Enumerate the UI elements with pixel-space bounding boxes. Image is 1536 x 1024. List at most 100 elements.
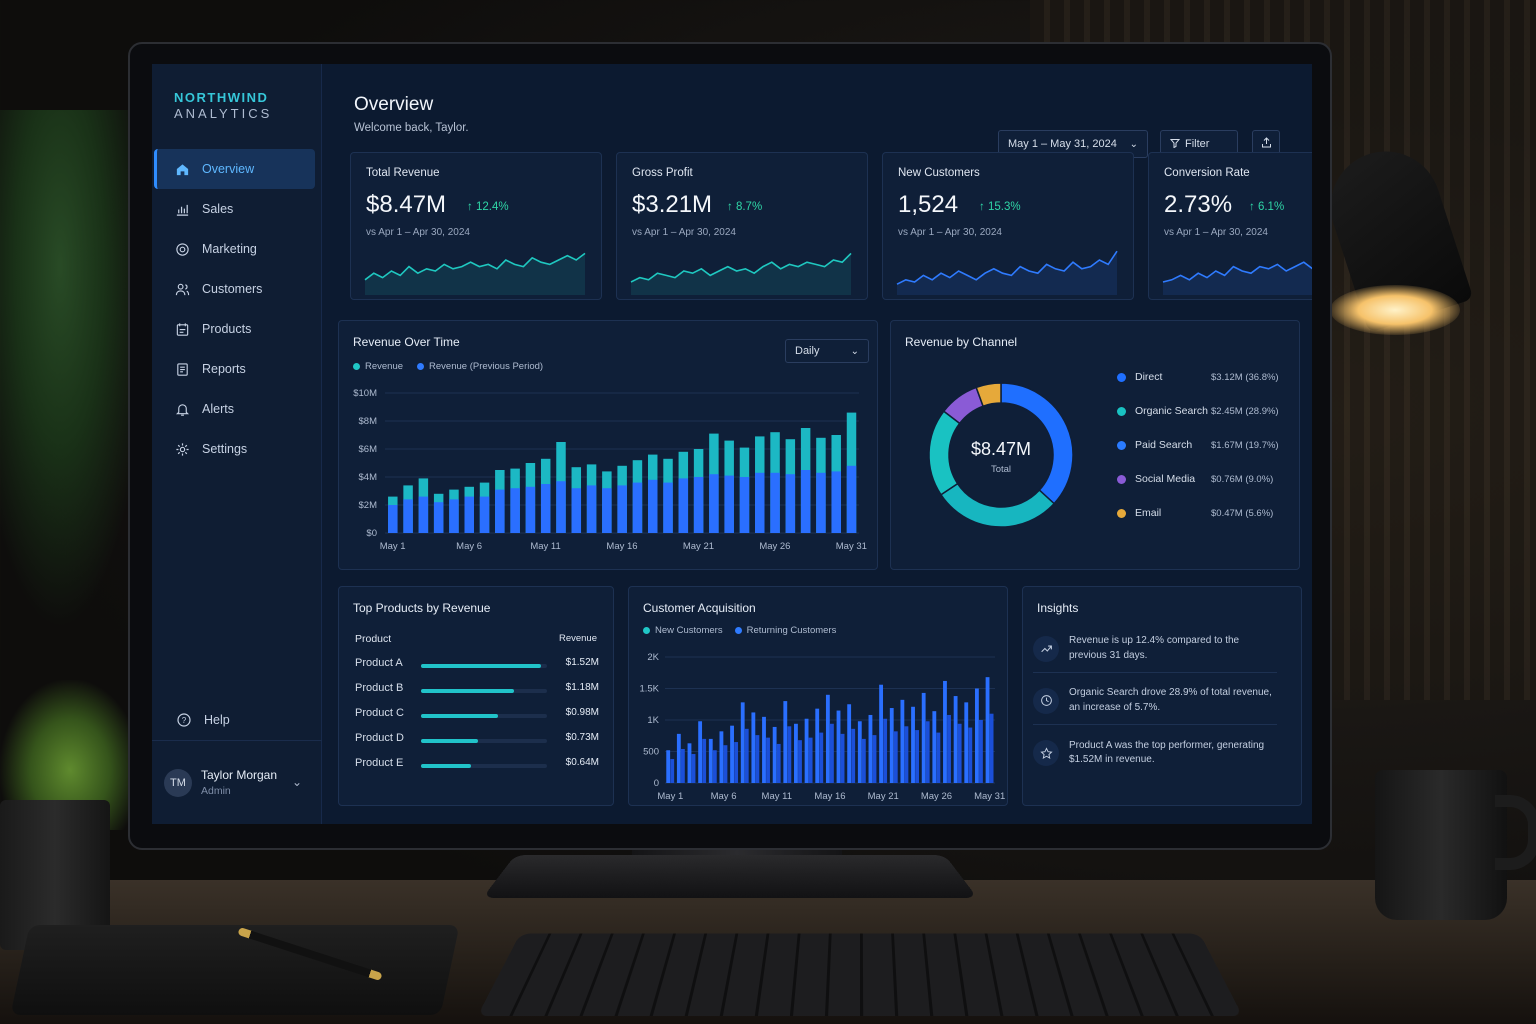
returning-customers-bar[interactable] — [691, 754, 696, 783]
previous-period-bar[interactable] — [647, 479, 658, 533]
new-customers-bar[interactable] — [698, 721, 703, 783]
previous-period-bar[interactable] — [464, 496, 474, 533]
returning-customers-bar[interactable] — [883, 718, 888, 783]
export-button[interactable] — [1252, 130, 1280, 158]
new-customers-bar[interactable] — [825, 694, 830, 783]
previous-period-bar[interactable] — [418, 496, 429, 533]
product-row[interactable]: Product D $0.73M — [355, 732, 599, 752]
new-customers-bar[interactable] — [804, 718, 809, 783]
returning-customers-bar[interactable] — [670, 759, 675, 783]
sidebar-item-products[interactable]: Products — [154, 309, 315, 349]
new-customers-bar[interactable] — [932, 711, 937, 783]
returning-customers-bar[interactable] — [872, 735, 877, 783]
returning-customers-bar[interactable] — [851, 728, 856, 783]
previous-period-bar[interactable] — [525, 486, 536, 533]
returning-customers-bar[interactable] — [734, 742, 739, 783]
previous-period-bar[interactable] — [724, 475, 734, 533]
returning-customers-bar[interactable] — [989, 713, 994, 783]
previous-period-bar[interactable] — [586, 485, 597, 533]
new-customers-bar[interactable] — [879, 684, 884, 783]
new-customers-bar[interactable] — [911, 706, 915, 783]
returning-customers-bar[interactable] — [744, 728, 749, 783]
new-customers-bar[interactable] — [943, 680, 947, 783]
returning-customers-bar[interactable] — [936, 732, 941, 783]
insight-item[interactable]: Revenue is up 12.4% compared to the prev… — [1033, 625, 1277, 673]
insight-item[interactable]: Organic Search drove 28.9% of total reve… — [1033, 677, 1277, 725]
new-customers-bar[interactable] — [666, 750, 671, 783]
sidebar-item-customers[interactable]: Customers — [154, 269, 315, 309]
previous-period-bar[interactable] — [510, 488, 520, 533]
returning-customers-bar[interactable] — [979, 720, 983, 783]
granularity-select[interactable]: Daily ⌄ — [785, 339, 869, 363]
sidebar-item-overview[interactable]: Overview — [154, 149, 315, 189]
new-customers-bar[interactable] — [708, 738, 713, 783]
previous-period-bar[interactable] — [800, 470, 811, 533]
returning-customers-bar[interactable] — [712, 750, 717, 783]
new-customers-bar[interactable] — [676, 733, 681, 783]
previous-period-bar[interactable] — [388, 505, 398, 533]
sidebar-item-alerts[interactable]: Alerts — [154, 389, 315, 429]
returning-customers-bar[interactable] — [819, 732, 824, 783]
new-customers-bar[interactable] — [740, 702, 745, 783]
sidebar-item-marketing[interactable]: Marketing — [154, 229, 315, 269]
product-row[interactable]: Product B $1.18M — [355, 682, 599, 702]
returning-customers-bar[interactable] — [702, 738, 707, 783]
returning-customers-bar[interactable] — [808, 737, 813, 783]
returning-customers-bar[interactable] — [915, 730, 919, 783]
new-customers-bar[interactable] — [730, 725, 734, 783]
returning-customers-bar[interactable] — [798, 740, 802, 783]
previous-period-bar[interactable] — [831, 471, 841, 533]
returning-customers-bar[interactable] — [893, 731, 898, 783]
kpi-card[interactable]: Total Revenue $8.47M ↑ 12.4% vs Apr 1 – Apr… — [350, 152, 602, 300]
previous-period-bar[interactable] — [739, 477, 750, 533]
new-customers-bar[interactable] — [985, 677, 990, 783]
returning-customers-bar[interactable] — [840, 733, 845, 783]
channel-legend-item[interactable]: Organic Search — [1117, 405, 1277, 417]
new-customers-bar[interactable] — [772, 726, 777, 783]
new-customers-bar[interactable] — [868, 714, 873, 783]
new-customers-bar[interactable] — [836, 710, 841, 783]
previous-period-bar[interactable] — [755, 472, 765, 533]
returning-customers-bar[interactable] — [957, 723, 962, 783]
brand-logo[interactable]: NORTHWIND ANALYTICS — [152, 64, 321, 121]
product-row[interactable]: Product C $0.98M — [355, 707, 599, 727]
previous-period-bar[interactable] — [709, 474, 719, 533]
previous-period-bar[interactable] — [449, 499, 459, 533]
previous-period-bar[interactable] — [571, 488, 582, 533]
returning-customers-bar[interactable] — [755, 735, 760, 783]
new-customers-bar[interactable] — [794, 723, 798, 783]
previous-period-bar[interactable] — [602, 488, 612, 533]
user-profile[interactable]: TM Taylor Morgan Admin ⌄ — [152, 740, 322, 824]
previous-period-bar[interactable] — [403, 499, 413, 533]
previous-period-bar[interactable] — [678, 478, 689, 533]
kpi-card[interactable]: Conversion Rate 2.73% ↑ 6.1% vs Apr 1 – Apr… — [1148, 152, 1312, 300]
chevron-down-icon[interactable]: ⌄ — [291, 775, 302, 789]
returning-customers-bar[interactable] — [723, 745, 728, 783]
insight-item[interactable]: Product A was the top performer, generat… — [1033, 729, 1277, 777]
new-customers-bar[interactable] — [762, 716, 766, 783]
returning-customers-bar[interactable] — [830, 723, 834, 783]
returning-customers-bar[interactable] — [861, 738, 866, 783]
donut-slice-organic-search[interactable] — [939, 482, 1056, 528]
product-row[interactable]: Product A $1.52M — [355, 657, 599, 677]
sidebar-item-reports[interactable]: Reports — [154, 349, 315, 389]
new-customers-bar[interactable] — [964, 702, 969, 783]
previous-period-bar[interactable] — [785, 474, 796, 533]
channel-legend-item[interactable]: Direct — [1117, 371, 1277, 383]
previous-period-bar[interactable] — [556, 481, 566, 533]
previous-period-bar[interactable] — [846, 465, 857, 533]
new-customers-bar[interactable] — [847, 704, 852, 783]
previous-period-bar[interactable] — [617, 485, 627, 533]
returning-customers-bar[interactable] — [680, 748, 685, 783]
previous-period-bar[interactable] — [770, 472, 780, 533]
new-customers-bar[interactable] — [751, 712, 756, 783]
channel-legend-item[interactable]: Social Media — [1117, 473, 1277, 485]
previous-period-bar[interactable] — [433, 502, 444, 533]
returning-customers-bar[interactable] — [787, 726, 792, 783]
new-customers-bar[interactable] — [783, 701, 788, 783]
kpi-card[interactable]: New Customers 1,524 ↑ 15.3% vs Apr 1 – Apr … — [882, 152, 1134, 300]
previous-period-bar[interactable] — [540, 484, 551, 533]
previous-period-bar[interactable] — [479, 496, 490, 533]
new-customers-bar[interactable] — [857, 721, 862, 783]
new-customers-bar[interactable] — [921, 692, 926, 783]
